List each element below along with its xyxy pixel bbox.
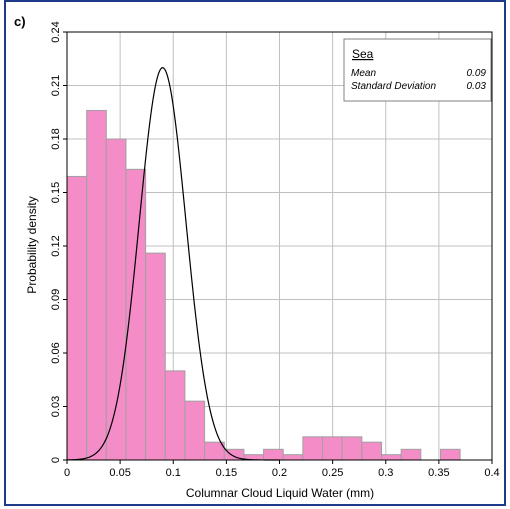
y-tick-label: 0	[50, 457, 62, 463]
y-tick-label: 0.03	[50, 396, 62, 417]
histogram-bar	[282, 454, 304, 461]
legend-title: Sea	[352, 47, 374, 61]
y-tick-label: 0.15	[50, 182, 62, 203]
x-axis-ticks: 0 0.05 0.1 0.15 0.2 0.25 0.3 0.35 0.4	[64, 460, 500, 479]
y-tick-label: 0.09	[50, 289, 62, 310]
y-tick-label: 0.12	[50, 235, 62, 256]
histogram-bars	[66, 109, 461, 461]
x-tick-label: 0	[64, 467, 70, 479]
histogram-bar	[439, 448, 461, 461]
legend-std-value: 0.03	[467, 81, 487, 92]
x-tick-label: 0.4	[484, 467, 499, 479]
histogram-bar	[125, 168, 147, 461]
normal-curve	[66, 67, 280, 461]
y-tick-label: 0.24	[50, 21, 62, 42]
histogram-bar	[86, 109, 107, 461]
legend-mean-value: 0.09	[467, 68, 487, 79]
histogram-bar	[204, 441, 225, 461]
histogram-bar	[302, 436, 324, 461]
histogram-bar	[341, 436, 363, 461]
histogram-bar	[322, 436, 343, 461]
y-tick-label: 0.21	[50, 75, 62, 96]
histogram-bar	[145, 252, 166, 461]
histogram-bar	[400, 448, 422, 461]
x-tick-label: 0.35	[428, 467, 449, 479]
histogram-bar	[381, 454, 402, 461]
histogram-bar	[66, 175, 88, 461]
y-tick-label: 0.06	[50, 342, 62, 363]
x-tick-label: 0.3	[378, 467, 393, 479]
histogram-bar	[105, 138, 127, 461]
x-axis-label: Columnar Cloud Liquid Water (mm)	[186, 486, 374, 500]
histogram-bar	[184, 400, 206, 461]
legend-mean-label: Mean	[351, 68, 376, 79]
x-tick-label: 0.1	[166, 467, 181, 479]
histogram-bar	[263, 448, 284, 461]
normal-curve-group	[66, 67, 280, 461]
histogram-bar	[361, 441, 382, 461]
x-tick-label: 0.2	[272, 467, 287, 479]
x-tick-label: 0.05	[109, 467, 130, 479]
x-tick-label: 0.15	[216, 467, 237, 479]
y-axis-ticks: 0 0.03 0.06 0.09 0.12 0.15 0.18 0.21 0.24	[50, 21, 67, 463]
histogram-bar	[164, 370, 186, 461]
x-tick-label: 0.25	[322, 467, 343, 479]
legend-box	[343, 38, 492, 102]
y-tick-label: 0.18	[50, 128, 62, 149]
legend: Sea Mean 0.09 Standard Deviation 0.03	[343, 38, 492, 102]
y-axis-label: Probability density	[25, 196, 39, 293]
legend-std-label: Standard Deviation	[351, 81, 436, 92]
panel-label: c)	[14, 14, 26, 29]
